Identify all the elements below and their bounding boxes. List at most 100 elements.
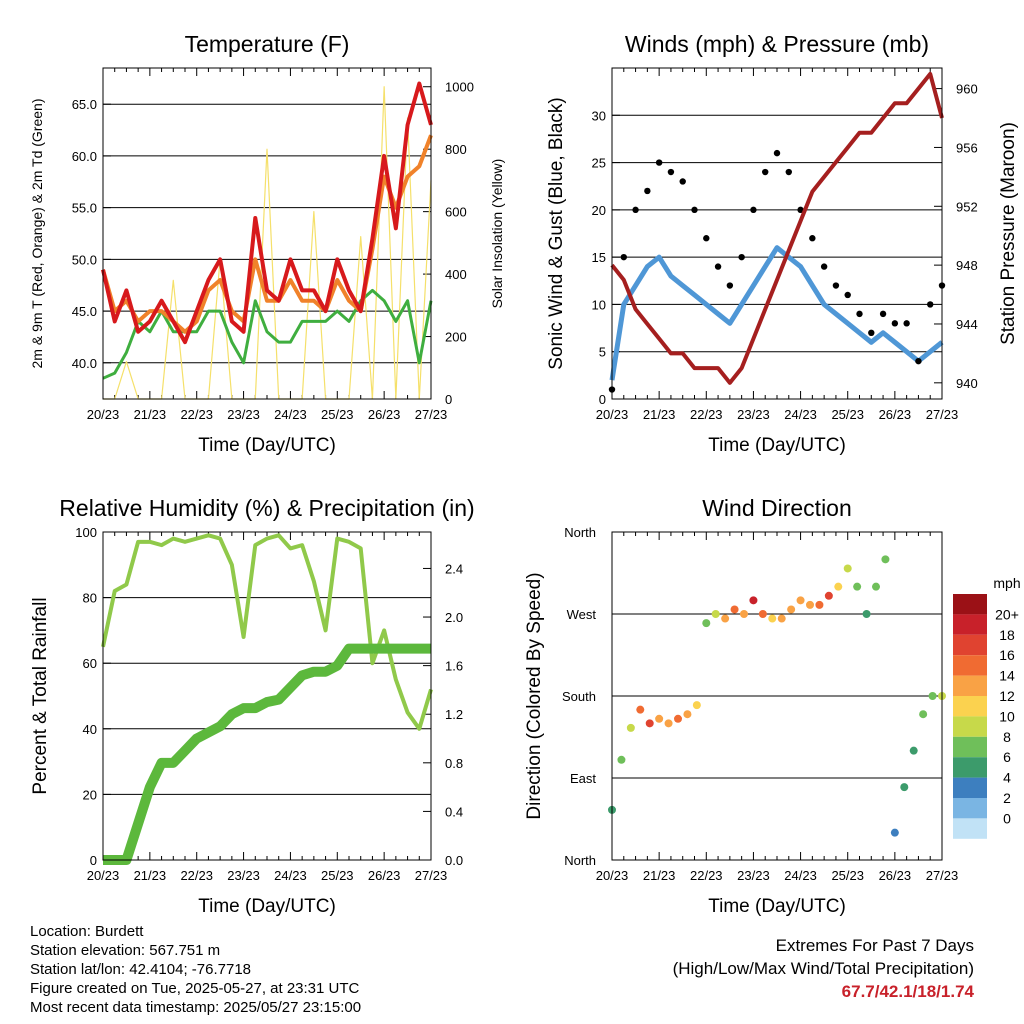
x-tick-label: 25/23: [321, 407, 354, 422]
legend-label: 8: [1003, 729, 1011, 745]
legend-label: 18: [999, 627, 1015, 643]
direction-point: [919, 710, 928, 719]
x-tick-label: 20/23: [596, 407, 629, 422]
gust-point: [667, 168, 675, 176]
y2-tick-label: 0.4: [445, 804, 463, 819]
x-tick-label: 24/23: [784, 407, 817, 422]
gust-point: [785, 168, 792, 176]
direction-point: [702, 619, 711, 628]
y2-tick-label: 400: [445, 267, 467, 282]
x-axis-title: Time (Day/UTC): [198, 435, 336, 456]
y-tick-label: North: [564, 853, 596, 868]
legend-label: 2: [1003, 790, 1011, 806]
y-tick-label: 30: [592, 108, 606, 123]
direction-point: [815, 600, 824, 609]
panel-4: Wind Direction 20/23 21/23 22/23 23/23 24/23 2…: [524, 495, 958, 917]
direction-point: [730, 605, 739, 614]
legend-swatch: [953, 655, 987, 676]
legend-label: 4: [1003, 770, 1011, 786]
gust-point: [797, 206, 804, 214]
y2-tick-label: 600: [445, 205, 467, 220]
x-tick-label: 22/23: [180, 868, 213, 883]
gust-point: [762, 168, 769, 176]
legend-title: mph: [993, 575, 1020, 591]
gust-point: [915, 357, 922, 365]
gust-point: [820, 263, 828, 270]
gust-point: [879, 310, 887, 318]
direction-point: [909, 746, 918, 755]
legend-swatch: [953, 757, 987, 778]
legend-swatch: [953, 777, 987, 798]
extremes-box: Extremes For Past 7 Days (High/Low/Max W…: [673, 934, 974, 1003]
y2-tick-label: 960: [956, 82, 978, 97]
x-tick-label: 24/23: [274, 407, 307, 422]
y-tick-label: 20: [83, 787, 97, 802]
legend-swatch: [953, 634, 987, 656]
direction-point: [890, 828, 899, 837]
direction-point: [655, 714, 664, 723]
y-tick-label: 0: [90, 853, 97, 868]
x-tick-label: 21/23: [643, 868, 676, 883]
y-tick-label: 80: [83, 591, 97, 606]
x-tick-label: 20/23: [87, 868, 120, 883]
gust-point: [891, 320, 899, 327]
direction-point: [683, 710, 692, 719]
panel-title: Relative Humidity (%) & Precipitation (i…: [59, 495, 474, 521]
y2-tick-label: 944: [956, 317, 978, 332]
x-tick-label: 20/23: [87, 407, 120, 422]
gust-point: [750, 206, 757, 214]
y-tick-label: 15: [592, 250, 606, 265]
x-tick-label: 25/23: [321, 868, 354, 883]
x-tick-label: 22/23: [690, 868, 723, 883]
x-axis-title: Time (Day/UTC): [708, 896, 846, 917]
y-tick-label: 40.0: [72, 356, 97, 371]
gust-point: [726, 282, 734, 289]
speed-legend: mph 20+ 18 16 14 12 10 8 6 4 2 0: [953, 575, 1021, 839]
y-axis-title: Percent & Total Rainfall: [30, 597, 51, 794]
x-tick-label: 23/23: [227, 407, 260, 422]
series-wind: [609, 245, 944, 381]
x-tick-label: 26/23: [368, 407, 401, 422]
y-tick-label: 20: [592, 203, 606, 218]
direction-point: [928, 692, 937, 700]
x-tick-label: 22/23: [180, 407, 213, 422]
legend-label: 14: [999, 668, 1015, 684]
y2-tick-label: 200: [445, 330, 467, 345]
y-tick-label: 55.0: [72, 201, 97, 216]
x-tick-label: 27/23: [415, 868, 448, 883]
info-created: Figure created on Tue, 2025-05-27, at 23…: [30, 980, 360, 997]
x-tick-label: 23/23: [737, 407, 770, 422]
series-pressure: [610, 71, 944, 385]
direction-point: [645, 719, 654, 728]
y2-tick-label: 1000: [445, 80, 474, 95]
x-tick-label: 23/23: [227, 868, 260, 883]
y-tick-label: 5: [599, 345, 606, 360]
x-tick-label: 24/23: [784, 868, 817, 883]
x-tick-label: 21/23: [643, 407, 676, 422]
legend-label: 10: [999, 708, 1015, 724]
legend-label: 12: [999, 688, 1015, 704]
direction-point: [862, 610, 871, 618]
series-solar: [103, 86, 432, 400]
x-tick-label: 23/23: [737, 868, 770, 883]
gust-point: [809, 235, 816, 242]
gust-point: [903, 320, 910, 327]
y2-tick-label: 956: [956, 140, 978, 155]
direction-point: [758, 610, 767, 618]
y-tick-label: 50.0: [72, 252, 97, 267]
info-elevation: Station elevation: 567.751 m: [30, 942, 221, 959]
direction-point: [768, 614, 777, 623]
x-tick-label: 26/23: [368, 868, 401, 883]
gust-point: [927, 301, 934, 308]
gust-point: [868, 329, 875, 336]
legend-swatch: [953, 798, 987, 819]
direction-point: [674, 714, 682, 723]
x-tick-label: 26/23: [879, 407, 912, 422]
x-tick-label: 27/23: [926, 868, 959, 883]
direction-point: [636, 705, 645, 714]
legend-swatch: [953, 818, 987, 839]
legend-swatch: [953, 736, 987, 758]
y-tick-label: 0: [599, 392, 606, 407]
legend-swatch: [953, 696, 987, 717]
y-tick-label: 60.0: [72, 149, 97, 164]
